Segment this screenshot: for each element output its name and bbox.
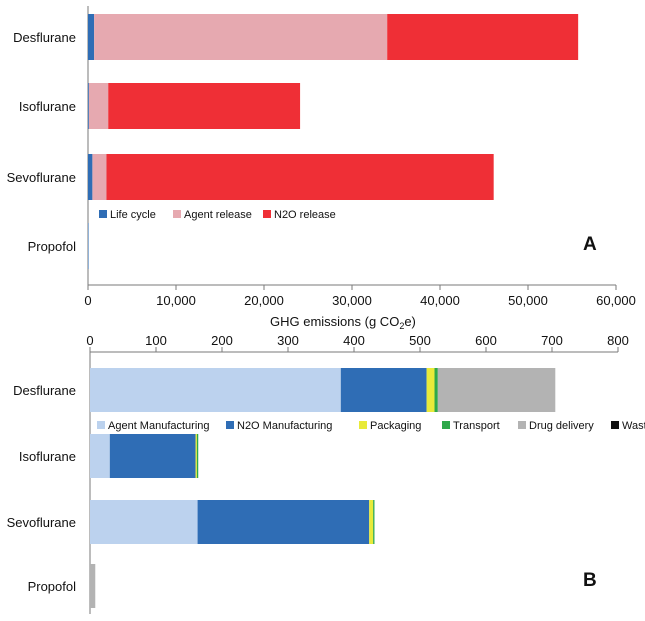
bar-isoflurane-n2o-release bbox=[108, 83, 301, 129]
tick-label: 100 bbox=[145, 333, 167, 348]
legend-swatch-drug-delivery bbox=[518, 421, 526, 429]
legend-label-agent-manufacturing: Agent Manufacturing bbox=[108, 420, 210, 432]
tick-label: 800 bbox=[607, 333, 629, 348]
legend-swatch-n2o-release bbox=[263, 210, 271, 218]
tick-label: 600 bbox=[475, 333, 497, 348]
bar-isoflurane-n2o-manufacturing bbox=[109, 434, 196, 478]
tick-label: 700 bbox=[541, 333, 563, 348]
x-axis-title-suffix: e) bbox=[404, 314, 416, 329]
bar-desflurane-drug-delivery bbox=[437, 368, 556, 412]
legend-label-waste-mgmt: Waste mgmt bbox=[622, 420, 645, 432]
legend-label-n2o-manufacturing: N2O Manufacturing bbox=[237, 420, 332, 432]
category-label-sevoflurane: Sevoflurane bbox=[7, 515, 76, 530]
legend-swatch-waste-mgmt bbox=[611, 421, 619, 429]
bar-sevoflurane-agent-manufacturing bbox=[90, 500, 198, 544]
bar-desflurane-n2o-manufacturing bbox=[340, 368, 427, 412]
bar-propofol-drug-delivery bbox=[90, 564, 96, 608]
tick-label: 0 bbox=[86, 333, 93, 348]
tick-label: 10,000 bbox=[156, 293, 196, 308]
legend-swatch-life-cycle bbox=[99, 210, 107, 218]
bar-desflurane-life-cycle bbox=[88, 14, 95, 60]
bar-desflurane-agent-release bbox=[94, 14, 388, 60]
bar-sevoflurane-packaging bbox=[369, 500, 374, 544]
tick-label: 500 bbox=[409, 333, 431, 348]
x-axis-title: GHG emissions (g CO2e) bbox=[270, 314, 416, 331]
bar-desflurane-agent-manufacturing bbox=[90, 368, 341, 412]
legend-swatch-agent-release bbox=[173, 210, 181, 218]
tick-label: 0 bbox=[84, 293, 91, 308]
legend-swatch-agent-manufacturing bbox=[97, 421, 105, 429]
bar-isoflurane-packaging bbox=[195, 434, 197, 478]
bar-desflurane-transport bbox=[434, 368, 438, 412]
category-label-isoflurane: Isoflurane bbox=[19, 99, 76, 114]
tick-label: 40,000 bbox=[420, 293, 460, 308]
category-label-isoflurane: Isoflurane bbox=[19, 449, 76, 464]
tick-label: 60,000 bbox=[596, 293, 636, 308]
legend-swatch-packaging bbox=[359, 421, 367, 429]
tick-label: 50,000 bbox=[508, 293, 548, 308]
legend-label-packaging: Packaging bbox=[370, 420, 421, 432]
bar-propofol-life-cycle bbox=[88, 223, 89, 269]
panel-a-ticks: 0 10,000 20,000 30,000 40,000 50,000 60,000 bbox=[84, 285, 636, 308]
category-label-desflurane: Desflurane bbox=[13, 383, 76, 398]
legend-label-life-cycle: Life cycle bbox=[110, 209, 156, 221]
panel-a-legend: Life cycle Agent release N2O release bbox=[99, 209, 336, 221]
bar-isoflurane-agent-manufacturing bbox=[90, 434, 110, 478]
panel-b-bars bbox=[90, 368, 556, 608]
legend-swatch-n2o-manufacturing bbox=[226, 421, 234, 429]
panel-b-category-labels: Desflurane Isoflurane Sevoflurane Propofol bbox=[7, 383, 77, 594]
legend-label-transport: Transport bbox=[453, 420, 500, 432]
panel-a-bars bbox=[88, 14, 579, 269]
tick-label: 300 bbox=[277, 333, 299, 348]
bar-isoflurane-transport bbox=[196, 434, 199, 478]
tick-label: 20,000 bbox=[244, 293, 284, 308]
panel-b-legend: Agent Manufacturing N2O Manufacturing Pack… bbox=[97, 420, 645, 432]
bar-sevoflurane-life-cycle bbox=[88, 154, 93, 200]
bar-sevoflurane-agent-release bbox=[92, 154, 107, 200]
category-label-propofol: Propofol bbox=[28, 579, 77, 594]
category-label-propofol: Propofol bbox=[28, 239, 77, 254]
tick-label: 400 bbox=[343, 333, 365, 348]
legend-swatch-transport bbox=[442, 421, 450, 429]
panel-a-category-labels: Desflurane Isoflurane Sevoflurane Propofol bbox=[7, 30, 77, 254]
legend-label-agent-release: Agent release bbox=[184, 209, 252, 221]
bar-sevoflurane-n2o-release bbox=[106, 154, 494, 200]
panel-b-chart: 0 100 200 300 400 500 600 700 800 Desflurane Isof… bbox=[7, 333, 645, 614]
legend-label-drug-delivery: Drug delivery bbox=[529, 420, 594, 432]
category-label-desflurane: Desflurane bbox=[13, 30, 76, 45]
tick-label: 30,000 bbox=[332, 293, 372, 308]
panel-b-ticks: 0 100 200 300 400 500 600 700 800 bbox=[86, 333, 629, 352]
panel-b-label: B bbox=[583, 570, 597, 591]
bar-sevoflurane-n2o-manufacturing bbox=[197, 500, 370, 544]
x-axis-title-subscript: 2 bbox=[399, 321, 404, 331]
category-label-sevoflurane: Sevoflurane bbox=[7, 170, 76, 185]
bar-isoflurane-life-cycle bbox=[88, 83, 89, 129]
bar-desflurane-packaging bbox=[426, 368, 435, 412]
panel-a-chart: 0 10,000 20,000 30,000 40,000 50,000 60,000 De… bbox=[7, 6, 636, 308]
panel-a-label: A bbox=[583, 234, 597, 255]
tick-label: 200 bbox=[211, 333, 233, 348]
bar-desflurane-n2o-release bbox=[387, 14, 579, 60]
legend-label-n2o-release: N2O release bbox=[274, 209, 336, 221]
bar-sevoflurane-transport bbox=[373, 500, 375, 544]
x-axis-title-main: GHG emissions (g CO bbox=[270, 314, 399, 329]
bar-isoflurane-agent-release bbox=[88, 83, 109, 129]
